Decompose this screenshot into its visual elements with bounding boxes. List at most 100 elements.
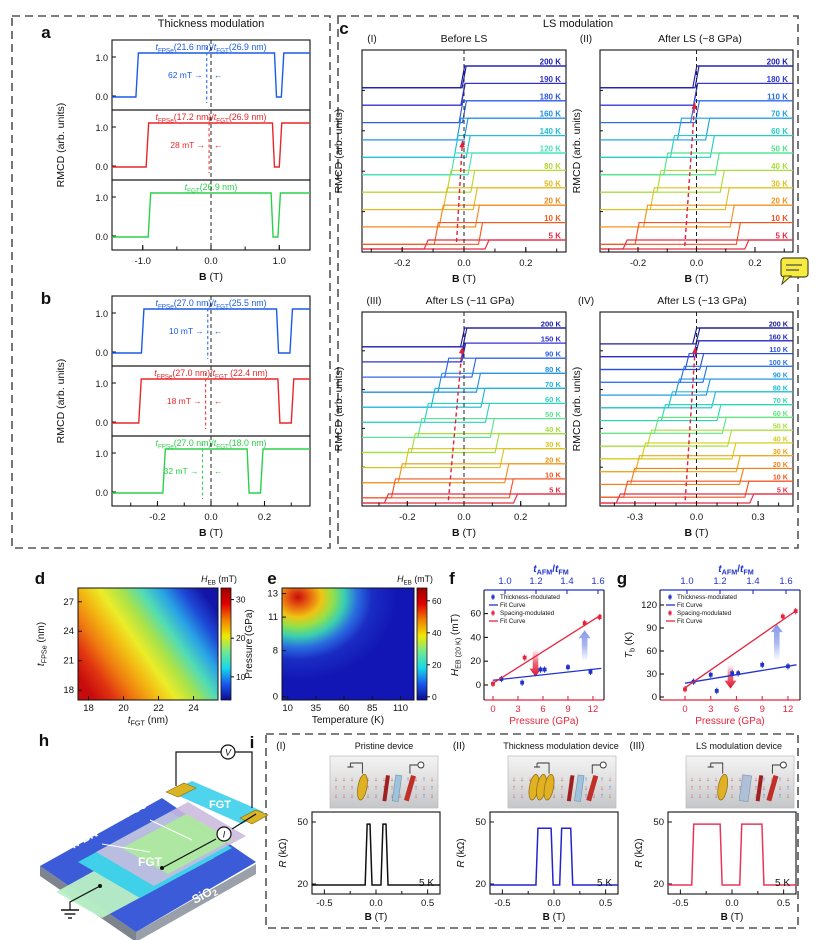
data-point — [730, 671, 735, 676]
data-point — [760, 662, 765, 667]
legend-marker — [491, 611, 495, 615]
panel-cIII: (III) After LS (~11 GPa) 200 K 150 K 90 K 80 … — [333, 295, 567, 539]
spin-arrow: ↓ — [552, 793, 555, 800]
hysteresis-branch-down — [600, 442, 793, 460]
fit-curve — [492, 614, 602, 684]
device-panel-i2: (II) Thickness modulation device 50 20 -0.5 0… — [453, 741, 619, 923]
subpanel-title: Pristine device — [355, 741, 414, 751]
mini-wire-right — [771, 764, 781, 774]
x-tick-label: 0.0 — [690, 512, 703, 523]
wire-ground — [69, 885, 101, 910]
device-panel-i1: (I) Pristine device 50 20 -0.5 0.0 0.5 5 K B (T)… — [276, 741, 441, 923]
y-tick-label: 50 — [297, 817, 308, 828]
x-tick-label: 12 — [783, 704, 794, 715]
x-tick-label: 3 — [515, 704, 520, 715]
temperature-label: 50 K — [773, 422, 789, 431]
layer-slab — [755, 775, 764, 802]
temperature-annotation: 5 K — [419, 878, 434, 889]
fpse-pointer-line — [149, 819, 193, 841]
legend-label: Fit Curve — [500, 618, 526, 625]
hysteresis-branch-down — [600, 135, 793, 158]
spin-arrow: ↓ — [706, 776, 709, 783]
hysteresis-loop — [112, 448, 310, 494]
spin-arrow: ↓ — [786, 793, 789, 800]
hbn-pointer-line — [101, 843, 151, 853]
spin-arrow: ↓ — [390, 776, 393, 783]
spin-arrow: ↑ — [374, 784, 377, 791]
x-axis-label: Pressure (GPa) — [509, 716, 578, 727]
hysteresis-loop — [112, 122, 310, 168]
spin-arrow: ↑ — [786, 784, 789, 791]
note-tail[interactable] — [781, 275, 793, 286]
x-tick-label: 0.2 — [258, 512, 271, 523]
temperature-label: 30 K — [771, 179, 788, 188]
spin-arrow: ↑ — [520, 784, 523, 791]
spin-arrow: ↓ — [390, 793, 393, 800]
y-tick-label: 120 — [641, 600, 657, 611]
spin-arrow: ↓ — [608, 776, 611, 783]
subpanel-numeral: (II) — [453, 741, 465, 752]
data-point — [491, 681, 495, 686]
spin-arrow: ↓ — [714, 793, 717, 800]
y-tick-label: 0.0 — [95, 92, 108, 102]
resistance-curve — [490, 827, 618, 886]
hysteresis-branch-down — [362, 65, 566, 89]
hysteresis-branch-down — [362, 387, 566, 408]
x-tick-label: 0 — [682, 704, 687, 715]
spin-arrow: ↓ — [714, 776, 717, 783]
hysteresis-branch-down — [362, 100, 566, 124]
loop-label: tFPSe​(21.6 nm)/tFGT​(26.9 nm) — [156, 42, 267, 55]
x-tick-label: -0.2 — [149, 512, 165, 523]
hysteresis-branch-down — [600, 100, 793, 124]
x-tick-label: 20 — [118, 703, 129, 714]
spin-arrow: ↓ — [414, 776, 417, 783]
x-tick-label: 0.3 — [751, 512, 764, 523]
panel-b: b 1.0 0.0 10 mT → ← tFPSe​(27.0 nm)/tFGT​(25.… — [41, 289, 311, 539]
eb-field-annotation: 62 mT → — [168, 70, 203, 80]
temperature-label: 200 K — [541, 320, 562, 329]
subpanel-title: Thickness modulation device — [503, 741, 619, 751]
hysteresis-branch-down — [600, 480, 793, 498]
spin-arrow: ↓ — [690, 776, 693, 783]
spin-arrow: ↓ — [334, 793, 337, 800]
spin-arrow: ↓ — [342, 776, 345, 783]
temperature-label: 70 K — [771, 110, 788, 119]
temperature-annotation: 5 K — [597, 878, 612, 889]
y-tick-label: 20 — [297, 879, 308, 890]
x-axis-label: B (T) — [721, 912, 744, 923]
x-axis-label: B (T) — [199, 271, 223, 283]
ammeter-label: I — [223, 830, 226, 840]
y-axis-label: RMCD (arb. units) — [333, 109, 345, 194]
layer-slab — [766, 775, 779, 802]
x-tick-label: 0.0 — [725, 898, 738, 909]
temperature-label: 5 K — [549, 486, 561, 495]
x-axis-label: B (T) — [365, 912, 388, 923]
spin-arrow: ↓ — [414, 793, 417, 800]
legend-label: Thickness-modulated — [677, 594, 737, 601]
x-tick-label: 22 — [153, 703, 164, 714]
spin-arrow: ↓ — [698, 776, 701, 783]
comment-annotation-icon[interactable] — [780, 257, 809, 286]
panel-label-h: h — [39, 731, 49, 750]
hysteresis-branch-down — [362, 135, 566, 158]
spin-arrow: ↓ — [422, 784, 425, 791]
y-axis-label: RMCD (arb. units) — [55, 359, 67, 444]
heatmap-surface — [77, 587, 219, 701]
subpanel-numeral: (III) — [630, 741, 645, 752]
spin-arrow: ↑ — [690, 784, 693, 791]
spin-arrow: ↑ — [382, 784, 385, 791]
spin-arrow: ↓ — [730, 776, 733, 783]
spin-arrow: ↓ — [528, 776, 531, 783]
spin-arrow: ↓ — [584, 784, 587, 791]
y-tick-label: 0 — [273, 692, 278, 703]
y-tick-label: 1.0 — [95, 123, 108, 133]
hysteresis-branch-down — [362, 478, 566, 499]
note-body[interactable] — [780, 257, 809, 278]
y-axis-label: Pressure (GPa) — [244, 609, 255, 678]
spin-arrow: ↓ — [560, 776, 563, 783]
hysteresis-branch-down — [600, 187, 793, 211]
y-axis-label: HEB (20 K)​ (mT) — [450, 614, 463, 676]
eb-shift-arrow — [684, 102, 696, 246]
spin-arrow: ↓ — [430, 793, 433, 800]
